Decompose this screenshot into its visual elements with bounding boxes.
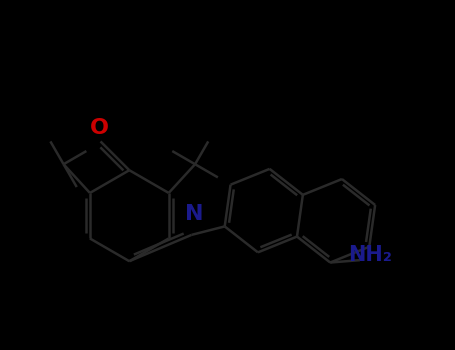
Text: NH₂: NH₂ — [349, 245, 392, 265]
Text: O: O — [90, 118, 109, 138]
Text: N: N — [185, 204, 203, 224]
